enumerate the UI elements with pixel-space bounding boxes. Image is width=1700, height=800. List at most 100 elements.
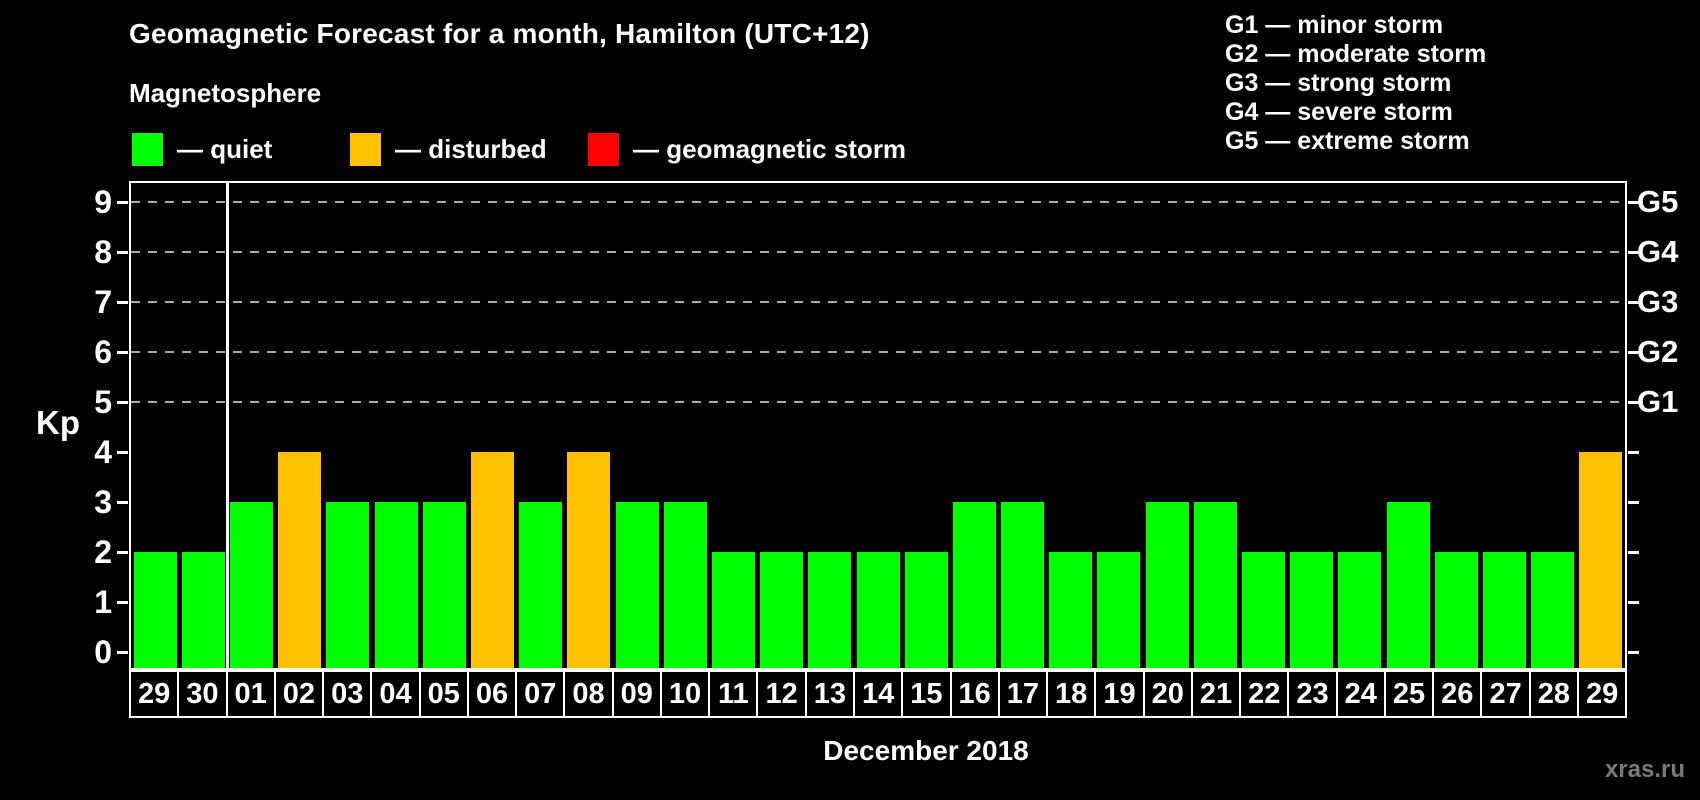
kp-bar bbox=[760, 552, 804, 668]
g-level-label-g4: G4 bbox=[1637, 234, 1679, 269]
day-label: 21 bbox=[1190, 670, 1242, 718]
y-axis-tick-left bbox=[117, 651, 128, 654]
day-label: 01 bbox=[225, 670, 276, 718]
day-label: 26 bbox=[1432, 670, 1483, 718]
month-separator-line bbox=[225, 183, 229, 668]
day-label: 12 bbox=[756, 670, 807, 718]
kp-bar bbox=[1434, 552, 1478, 668]
day-label: 23 bbox=[1287, 670, 1338, 718]
day-label: 13 bbox=[804, 670, 855, 718]
y-axis-label: 5 bbox=[94, 384, 112, 420]
day-label: 28 bbox=[1528, 670, 1579, 718]
kp-bar bbox=[519, 502, 563, 668]
quiet-swatch bbox=[132, 133, 163, 166]
gridline-kp9 bbox=[131, 201, 1625, 203]
y-axis-tick-right bbox=[1628, 501, 1639, 504]
day-label: 25 bbox=[1383, 670, 1435, 718]
day-label: 24 bbox=[1335, 670, 1386, 718]
y-axis-label: 7 bbox=[94, 284, 112, 320]
day-label: 04 bbox=[370, 670, 421, 718]
y-axis-tick-right bbox=[1628, 351, 1639, 354]
day-label: 06 bbox=[466, 670, 518, 718]
kp-bar bbox=[278, 452, 322, 668]
kp-bar bbox=[952, 502, 996, 668]
kp-bar bbox=[229, 502, 273, 668]
gridline-kp7 bbox=[131, 301, 1625, 303]
day-label: 29 bbox=[1576, 670, 1628, 718]
legend-item-storm: — geomagnetic storm bbox=[588, 133, 906, 166]
plot-area bbox=[117, 181, 1639, 670]
y-axis-label: 6 bbox=[94, 334, 112, 370]
kp-bar bbox=[567, 452, 611, 668]
y-axis-tick-left bbox=[117, 551, 128, 554]
y-axis-label: 3 bbox=[94, 484, 112, 520]
legend-label-disturbed: — disturbed bbox=[395, 134, 547, 164]
kp-bar bbox=[1145, 502, 1189, 668]
gridline-kp6 bbox=[131, 351, 1625, 353]
g-scale-legend-item-g3: G3 — strong storm bbox=[1225, 69, 1452, 97]
chart-title: Geomagnetic Forecast for a month, Hamilt… bbox=[129, 18, 870, 49]
gridline-kp5 bbox=[131, 401, 1625, 403]
y-axis-tick-left bbox=[117, 601, 128, 604]
day-label: 08 bbox=[563, 670, 614, 718]
y-axis-label: 0 bbox=[94, 634, 112, 670]
y-axis-tick-left bbox=[117, 501, 128, 504]
y-axis-tick-right bbox=[1628, 201, 1639, 204]
kp-bar bbox=[1193, 502, 1237, 668]
y-axis-tick-right bbox=[1628, 251, 1639, 254]
g-level-label-g5: G5 bbox=[1637, 184, 1679, 219]
day-label: 17 bbox=[997, 670, 1049, 718]
kp-bar bbox=[1579, 452, 1623, 668]
day-label: 02 bbox=[273, 670, 325, 718]
g-scale-legend-item-g2: G2 — moderate storm bbox=[1225, 40, 1487, 68]
kp-bar bbox=[326, 502, 370, 668]
day-label: 20 bbox=[1142, 670, 1193, 718]
kp-bar bbox=[1386, 502, 1430, 668]
kp-bar bbox=[856, 552, 900, 668]
kp-bar bbox=[1531, 552, 1575, 668]
y-axis-tick-left bbox=[117, 351, 128, 354]
day-label: 27 bbox=[1480, 670, 1531, 718]
kp-bar bbox=[1049, 552, 1093, 668]
g-scale-legend-item-g5: G5 — extreme storm bbox=[1225, 127, 1470, 155]
y-axis-tick-right bbox=[1628, 301, 1639, 304]
day-label: 30 bbox=[177, 670, 228, 718]
kp-bar bbox=[181, 552, 225, 668]
y-axis-label: 8 bbox=[94, 234, 112, 270]
storm-swatch bbox=[588, 133, 619, 166]
day-label: 22 bbox=[1239, 670, 1290, 718]
y-axis-label: 1 bbox=[94, 584, 112, 620]
g-level-label-g3: G3 bbox=[1637, 284, 1679, 319]
kp-bar bbox=[1338, 552, 1382, 668]
kp-bar bbox=[1290, 552, 1334, 668]
day-label: 19 bbox=[1094, 670, 1145, 718]
g-level-label-g1: G1 bbox=[1637, 384, 1679, 419]
y-axis-tick-left bbox=[117, 301, 128, 304]
day-label: 11 bbox=[708, 670, 759, 718]
y-axis-tick-left bbox=[117, 451, 128, 454]
kp-bar bbox=[1001, 502, 1045, 668]
kp-bar bbox=[133, 552, 177, 668]
y-axis-label: 2 bbox=[94, 534, 112, 570]
kp-bar bbox=[1483, 552, 1527, 668]
day-label: 18 bbox=[1046, 670, 1097, 718]
day-label: 14 bbox=[852, 670, 904, 718]
y-axis-tick-left bbox=[117, 201, 128, 204]
legend-item-quiet: — quiet bbox=[132, 133, 272, 166]
kp-bar bbox=[422, 502, 466, 668]
kp-bar bbox=[1097, 552, 1141, 668]
y-axis-tick-left bbox=[117, 251, 128, 254]
g-scale-legend-item-g1: G1 — minor storm bbox=[1225, 11, 1444, 39]
day-label: 10 bbox=[659, 670, 711, 718]
kp-bar bbox=[808, 552, 852, 668]
watermark: xras.ru bbox=[1604, 756, 1685, 783]
y-axis-tick-left bbox=[117, 401, 128, 404]
y-axis-label: 4 bbox=[94, 434, 112, 470]
kp-bar bbox=[1242, 552, 1286, 668]
y-axis-tick-right bbox=[1628, 401, 1639, 404]
legend-label-quiet: — quiet bbox=[177, 134, 273, 164]
kp-bar bbox=[470, 452, 514, 668]
kp-bar bbox=[904, 552, 948, 668]
y-axis-tick-right bbox=[1628, 651, 1639, 654]
day-label: 07 bbox=[515, 670, 566, 718]
